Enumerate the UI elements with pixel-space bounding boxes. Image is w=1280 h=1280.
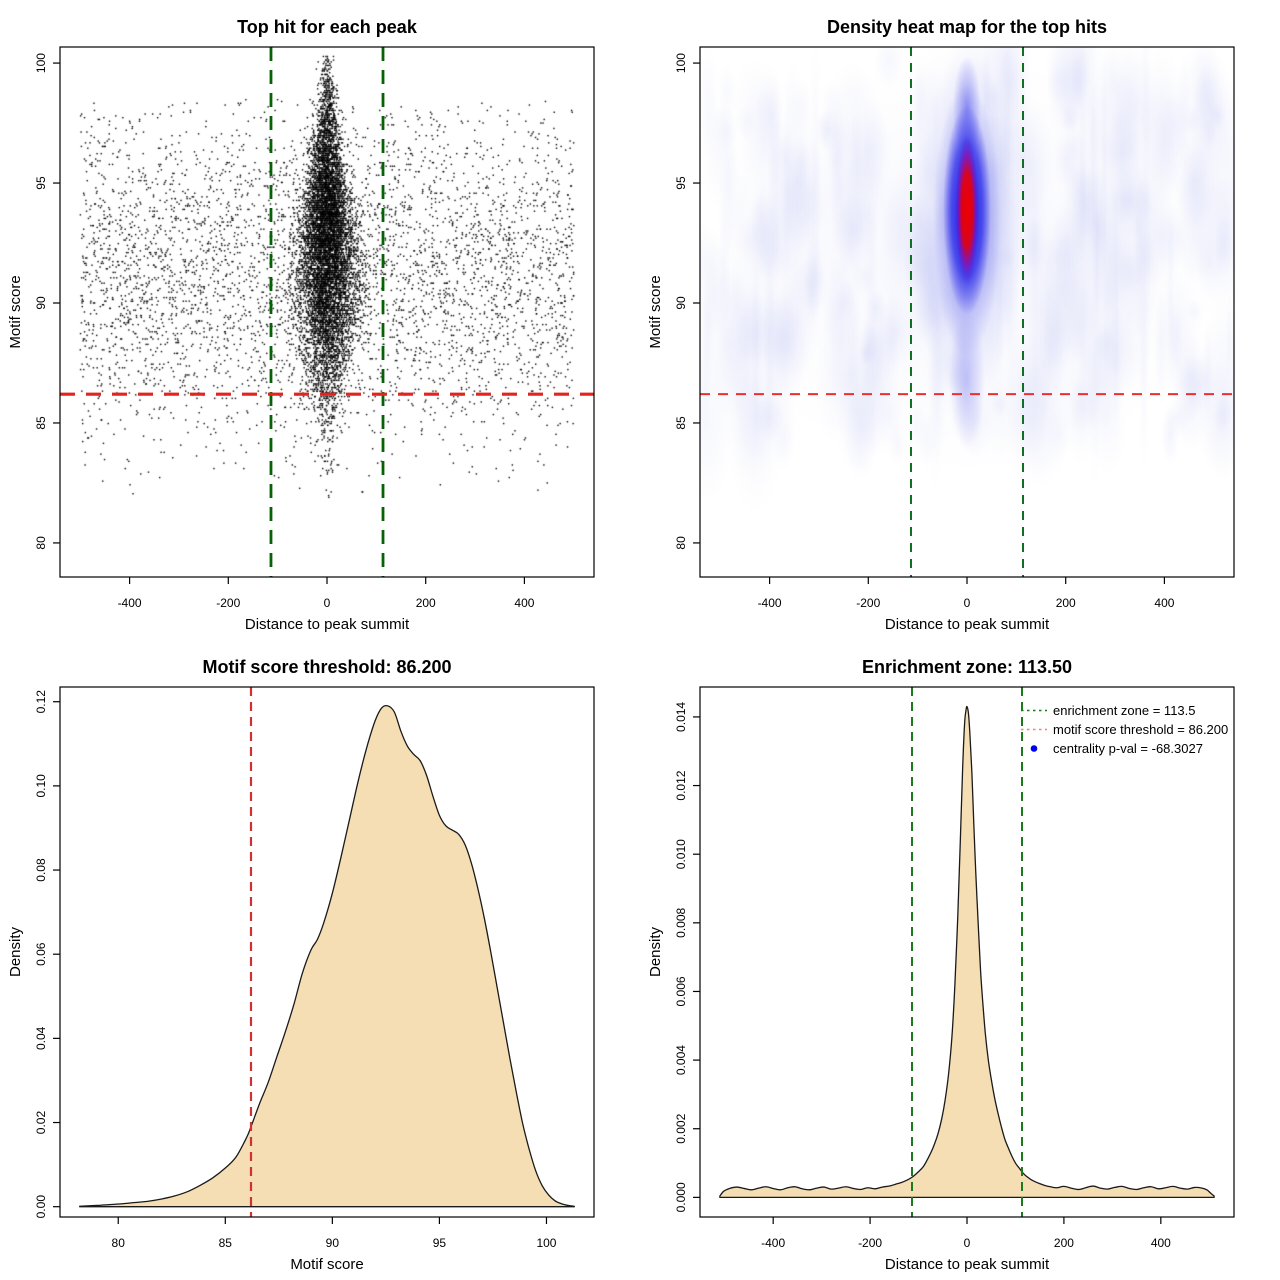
x-tick-label: 0: [964, 1236, 971, 1250]
density-curve: [719, 705, 1215, 1199]
y-tick-label: 80: [34, 536, 48, 550]
y-tick-label: 0.002: [674, 1113, 688, 1143]
plot-layer: -400 -200 0 200 400 80 85 90 95 100: [674, 46, 1235, 610]
plot-box: [59, 46, 595, 578]
y-tick-label: 85: [674, 416, 688, 430]
x-axis-label: Distance to peak summit: [885, 1256, 1050, 1273]
plot-box: [699, 46, 1235, 578]
legend-label: motif score threshold = 86.200: [1053, 722, 1228, 737]
y-tick-label: 0.008: [674, 907, 688, 937]
x-tick-label: 0: [324, 596, 331, 610]
x-tick-label: 400: [514, 596, 534, 610]
x-tick-label: 95: [433, 1236, 447, 1250]
y-tick-label: 0.004: [674, 1045, 688, 1075]
y-tick-label: 0.12: [34, 690, 48, 714]
x-tick-label: -400: [761, 1236, 785, 1250]
panel-density-heatmap: -400 -200 0 200 400 80 85 90 95 100 Density heat …: [640, 0, 1280, 640]
y-tick-label: 0.000: [674, 1182, 688, 1212]
heatmap-axes-layer: -400 -200 0 200 400 80 85 90 95 100 Density heat …: [647, 17, 1235, 633]
x-tick-label: -400: [118, 596, 142, 610]
legend-label: enrichment zone = 113.5: [1053, 703, 1196, 718]
y-tick-label: 0.006: [674, 976, 688, 1006]
x-tick-label: 0: [964, 596, 971, 610]
y-tick-label: 90: [674, 296, 688, 310]
x-axis-label: Distance to peak summit: [245, 616, 410, 633]
panel-enrichment-zone-density: enrichment zone = 113.5 motif score thres…: [640, 640, 1280, 1280]
y-axis-label: Motif score: [647, 275, 664, 348]
y-tick-label: 80: [674, 536, 688, 550]
y-tick-label: 95: [674, 176, 688, 190]
x-tick-label: 90: [326, 1236, 340, 1250]
y-tick-label: 0.00: [34, 1195, 48, 1219]
x-tick-label: 100: [536, 1236, 556, 1250]
panel-top-hit-scatter: -400 -200 0 200 400 80 85 90 95 100 Top hit for e…: [0, 0, 640, 640]
x-tick-label: 85: [219, 1236, 233, 1250]
x-tick-label: 400: [1154, 596, 1174, 610]
x-tick-label: 200: [1054, 1236, 1074, 1250]
x-tick-label: -200: [216, 596, 240, 610]
y-tick-label: 100: [34, 53, 48, 73]
y-tick-label: 0.012: [674, 770, 688, 800]
plot-box: [699, 686, 1235, 1218]
chart-title: Motif score threshold: 86.200: [202, 657, 451, 677]
chart-title: Enrichment zone: 113.50: [862, 657, 1072, 677]
x-tick-label: 200: [1056, 596, 1076, 610]
y-tick-label: 85: [34, 416, 48, 430]
scatter-axes-layer: -400 -200 0 200 400 80 85 90 95 100 Top hit for e…: [7, 17, 595, 633]
x-tick-label: 200: [416, 596, 436, 610]
y-tick-label: 0.10: [34, 774, 48, 798]
heatmap-layer: [640, 0, 1280, 640]
chart-title: Top hit for each peak: [237, 17, 418, 37]
legend-label: centrality p-val = -68.3027: [1053, 741, 1203, 756]
plot-layer: enrichment zone = 113.5 motif score thres…: [674, 686, 1235, 1250]
density-plot-layer: 80 85 90 95 1000.000.020.040.060.080.100.12 …: [7, 657, 595, 1273]
y-axis-label: Density: [7, 926, 24, 977]
density-plot-layer: enrichment zone = 113.5 motif score thres…: [647, 657, 1235, 1273]
chart-title: Density heat map for the top hits: [827, 17, 1107, 37]
legend-swatch-dot: [1030, 745, 1038, 752]
x-tick-label: -400: [758, 596, 782, 610]
y-tick-label: 90: [34, 296, 48, 310]
y-tick-label: 0.04: [34, 1026, 48, 1050]
plot-box: [59, 686, 595, 1218]
x-axis-label: Distance to peak summit: [885, 616, 1050, 633]
x-axis-label: Motif score: [290, 1256, 363, 1273]
y-tick-label: 0.014: [674, 702, 688, 732]
x-tick-label: -200: [858, 1236, 882, 1250]
x-tick-label: 400: [1151, 1236, 1171, 1250]
density-curve: [79, 704, 575, 1208]
y-tick-label: 95: [34, 176, 48, 190]
y-tick-label: 0.06: [34, 942, 48, 966]
y-tick-label: 0.08: [34, 858, 48, 882]
panel-motif-score-density: 80 85 90 95 100 0.00 0.02 0.04 0.06 0.08 0.10 0.12 …: [0, 640, 640, 1280]
y-tick-label: 100: [674, 53, 688, 73]
plot-layer: 80 85 90 95 100 0.00 0.02 0.04 0.06 0.08 0.10 0.12: [34, 686, 595, 1250]
plot-layer: -400 -200 0 200 400 80 85 90 95 100: [34, 46, 595, 610]
y-axis-label: Density: [647, 926, 664, 977]
y-axis-label: Motif score: [7, 275, 24, 348]
y-tick-label: 0.010: [674, 839, 688, 869]
x-tick-label: -200: [856, 596, 880, 610]
y-tick-label: 0.02: [34, 1111, 48, 1135]
scatter-points-layer: [0, 0, 640, 640]
x-tick-label: 80: [112, 1236, 126, 1250]
